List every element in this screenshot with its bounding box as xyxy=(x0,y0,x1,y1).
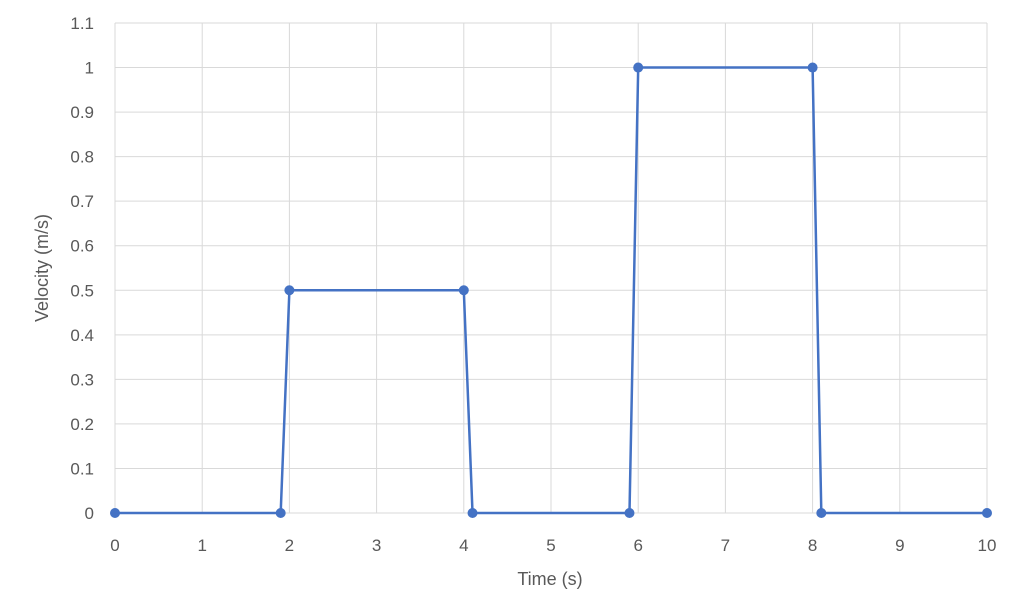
x-tick-label: 0 xyxy=(110,536,119,555)
data-point-marker xyxy=(458,285,469,296)
y-tick-label: 0.6 xyxy=(70,237,94,256)
data-point-marker xyxy=(110,508,120,518)
data-point-marker xyxy=(633,62,644,73)
x-tick-label: 8 xyxy=(808,536,817,555)
y-tick-label: 1.1 xyxy=(70,14,94,33)
x-tick-label: 7 xyxy=(721,536,730,555)
x-tick-label: 6 xyxy=(633,536,642,555)
x-tick-label: 5 xyxy=(546,536,555,555)
y-tick-label: 0.4 xyxy=(70,326,94,345)
grid xyxy=(114,22,988,514)
y-tick-label: 0.2 xyxy=(70,415,94,434)
data-point-marker xyxy=(982,508,992,518)
x-tick-label: 10 xyxy=(978,536,997,555)
data-point-marker xyxy=(816,508,827,518)
y-tick-label: 0.3 xyxy=(70,370,94,389)
x-tick-label: 2 xyxy=(285,536,294,555)
y-tick-label: 0.7 xyxy=(70,192,94,211)
tick-labels: 0 1 2 3 4 5 6 7 8 9 10 0 0.1 0.2 0.3 0.4 0.5 0.6 0.7 0.8 0.9… xyxy=(70,14,996,555)
x-tick-label: 1 xyxy=(197,536,206,555)
data-point-marker xyxy=(467,508,478,518)
x-tick-label: 4 xyxy=(459,536,468,555)
series-line xyxy=(115,66,987,515)
data-point-marker xyxy=(284,285,295,296)
y-tick-label: 0 xyxy=(85,504,94,523)
data-point-marker xyxy=(807,62,818,73)
y-tick-label: 0.5 xyxy=(70,281,94,300)
y-tick-label: 0.1 xyxy=(70,459,94,478)
y-tick-label: 0.8 xyxy=(70,148,94,167)
x-tick-label: 9 xyxy=(895,536,904,555)
y-tick-label: 0.9 xyxy=(70,103,94,122)
data-point-marker xyxy=(624,508,635,518)
data-point-marker xyxy=(275,508,286,518)
x-axis-title: Time (s) xyxy=(517,569,582,589)
y-tick-label: 1 xyxy=(85,59,94,78)
plot-series xyxy=(110,62,992,518)
x-tick-label: 3 xyxy=(372,536,381,555)
y-axis-title: Velocity (m/s) xyxy=(32,214,52,322)
